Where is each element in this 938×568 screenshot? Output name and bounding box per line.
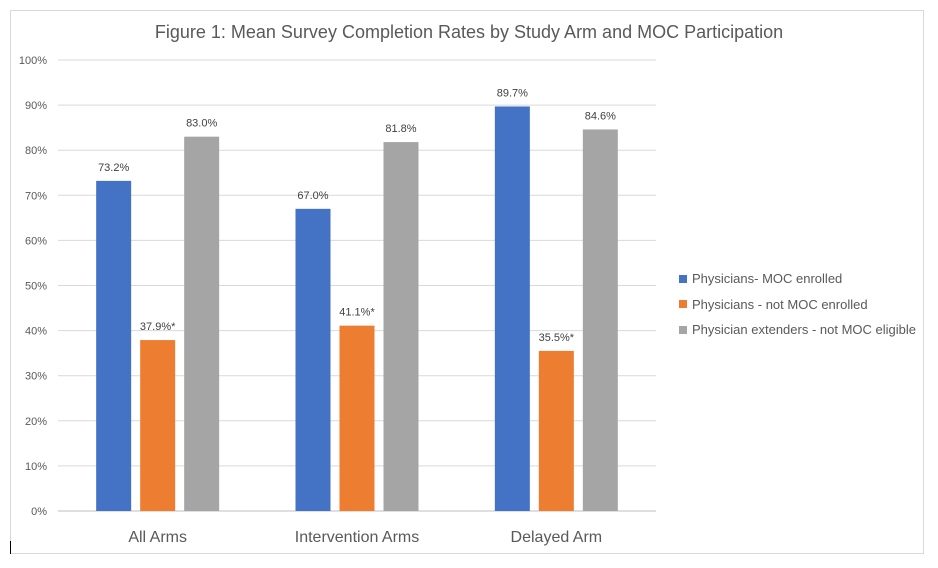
y-tick-label: 60% — [25, 235, 47, 247]
legend-swatch — [679, 274, 687, 283]
data-label: 84.6% — [585, 110, 616, 122]
bar — [494, 106, 530, 511]
y-tick-label: 40% — [25, 326, 47, 338]
y-tick-label: 20% — [25, 416, 47, 428]
y-tick-label: 50% — [25, 281, 47, 293]
edge-mark — [10, 541, 11, 554]
data-label: 89.7% — [497, 87, 528, 99]
bar — [538, 350, 574, 511]
bar — [339, 325, 375, 511]
legend-swatch — [679, 325, 687, 334]
x-category-label: Intervention Arms — [295, 529, 420, 546]
data-label: 73.2% — [98, 162, 129, 174]
chart-title: Figure 1: Mean Survey Completion Rates b… — [154, 22, 784, 42]
y-tick-label: 100% — [19, 55, 47, 67]
data-label: 35.5%* — [539, 332, 575, 344]
data-label: 37.9%* — [140, 321, 176, 333]
bar — [295, 208, 331, 511]
y-tick-label: 80% — [25, 145, 47, 157]
y-tick-label: 30% — [25, 371, 47, 383]
bar — [582, 129, 618, 512]
y-tick-label: 70% — [25, 190, 47, 202]
legend-item: Physicians- MOC enrolled — [679, 266, 916, 292]
data-label: 83.0% — [186, 118, 217, 130]
legend-item: Physician extenders - not MOC eligible — [679, 317, 916, 343]
bar — [96, 180, 132, 512]
data-label: 41.1%* — [339, 307, 375, 319]
y-tick-label: 0% — [31, 506, 47, 518]
legend-label: Physicians- MOC enrolled — [692, 271, 843, 287]
legend-item: Physicians - not MOC enrolled — [679, 292, 916, 318]
chart-legend: Physicians- MOC enrolled Physicians - not… — [679, 266, 916, 343]
data-label: 67.0% — [297, 190, 328, 202]
bar — [383, 142, 419, 511]
y-tick-label: 90% — [25, 100, 47, 112]
y-tick-label: 10% — [25, 461, 47, 473]
bar — [140, 340, 176, 511]
legend-swatch — [679, 300, 687, 309]
data-label: 81.8% — [385, 123, 416, 135]
legend-label: Physicians - not MOC enrolled — [692, 296, 868, 312]
bar — [184, 136, 220, 512]
legend-label: Physician extenders - not MOC eligible — [692, 322, 916, 338]
x-category-label: Delayed Arm — [511, 529, 603, 546]
x-category-label: All Arms — [128, 529, 187, 546]
